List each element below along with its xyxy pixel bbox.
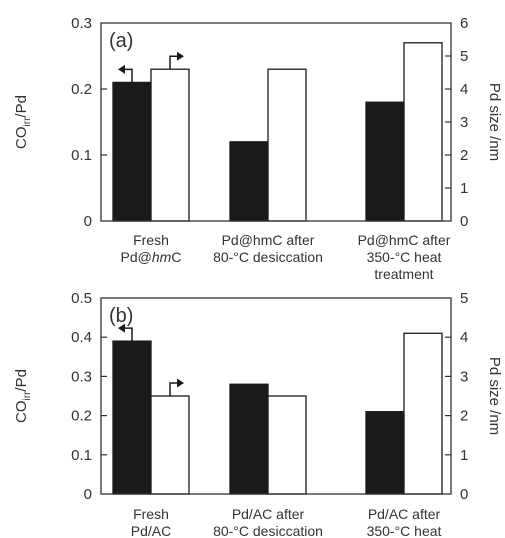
left-arrow-head xyxy=(118,323,125,333)
left-tick-label: 0.2 xyxy=(71,81,92,98)
right-tick-label: 2 xyxy=(460,147,468,164)
left-tick-label: 0.1 xyxy=(71,147,92,164)
pd-size-bar-2 xyxy=(267,395,307,495)
category-label: Pd@hmC after xyxy=(358,232,451,248)
category-label: 350-°C heat xyxy=(367,249,442,265)
category-label: Pd@hmC xyxy=(121,249,182,265)
right-arrow-head xyxy=(177,378,184,388)
pd-size-bar-1 xyxy=(150,395,190,495)
left-tick-label: 0.4 xyxy=(71,329,92,346)
panel-label: (b) xyxy=(109,305,133,327)
pd-size-bar-3 xyxy=(403,332,443,495)
right-tick-label: 3 xyxy=(460,368,468,385)
left-tick-label: 0.3 xyxy=(71,15,92,32)
pd-size-bar-2 xyxy=(267,68,307,222)
co-bar-1 xyxy=(112,81,152,222)
panel-label: (a) xyxy=(109,30,133,52)
plot-frame xyxy=(100,297,452,495)
co-bar-1 xyxy=(112,340,152,495)
category-label: 350-°C heat xyxy=(367,523,442,538)
category-label: Pd/AC xyxy=(131,523,171,538)
left-tick-label: 0.5 xyxy=(71,290,92,307)
pd-size-bar-3 xyxy=(403,42,443,222)
right-tick-label: 6 xyxy=(460,15,468,32)
left-tick-label: 0 xyxy=(84,486,92,503)
category-label: Fresh xyxy=(133,506,169,522)
co-bar-3 xyxy=(365,101,405,222)
right-tick-label: 4 xyxy=(460,329,468,346)
right-arrow-head xyxy=(177,51,184,61)
right-tick-label: 0 xyxy=(460,486,468,503)
left-tick-label: 0.2 xyxy=(71,408,92,425)
left-arrow-head xyxy=(118,64,125,74)
left-tick-label: 0 xyxy=(84,213,92,230)
left-axis-arrow xyxy=(122,68,133,83)
co-bar-2 xyxy=(229,383,269,495)
panel-b-chart: 0 0.1 0.2 0.3 0.4 0.5 0 1 2 3 4 5 COirr/Pd Pd size /n… xyxy=(13,290,503,538)
right-tick-label: 2 xyxy=(460,408,468,425)
right-tick-label: 4 xyxy=(460,81,468,98)
right-axis-label: Pd size /nm xyxy=(486,357,503,435)
category-label: Pd/AC after xyxy=(368,506,441,522)
right-axis-arrow xyxy=(169,382,180,396)
right-tick-label: 1 xyxy=(460,180,468,197)
panel-a-chart: 0 0.1 0.2 0.3 0 1 2 3 4 5 6 COirr/Pd Pd size /nm (a) F… xyxy=(13,15,503,282)
right-axis-arrow xyxy=(169,55,180,70)
right-tick-label: 0 xyxy=(460,213,468,230)
right-axis-label: Pd size /nm xyxy=(486,83,503,161)
right-tick-label: 5 xyxy=(460,290,468,307)
right-tick-label: 1 xyxy=(460,447,468,464)
left-axis-label: COirr/Pd xyxy=(13,369,33,423)
left-tick-label: 0.1 xyxy=(71,447,92,464)
left-tick-label: 0.3 xyxy=(71,368,92,385)
left-axis-label: COirr/Pd xyxy=(13,95,33,149)
category-label: Pd/AC after xyxy=(232,506,305,522)
category-label: 80-°C desiccation xyxy=(213,249,323,265)
category-label: treatment xyxy=(374,266,433,282)
right-tick-label: 5 xyxy=(460,48,468,65)
co-bar-2 xyxy=(229,141,269,222)
category-label: Pd@hmC after xyxy=(222,232,315,248)
pd-size-bar-1 xyxy=(150,68,190,222)
co-bar-3 xyxy=(365,411,405,495)
category-label: Fresh xyxy=(133,232,169,248)
right-tick-label: 3 xyxy=(460,114,468,131)
category-label: 80-°C desiccation xyxy=(213,523,323,538)
left-axis-arrow xyxy=(122,327,133,342)
